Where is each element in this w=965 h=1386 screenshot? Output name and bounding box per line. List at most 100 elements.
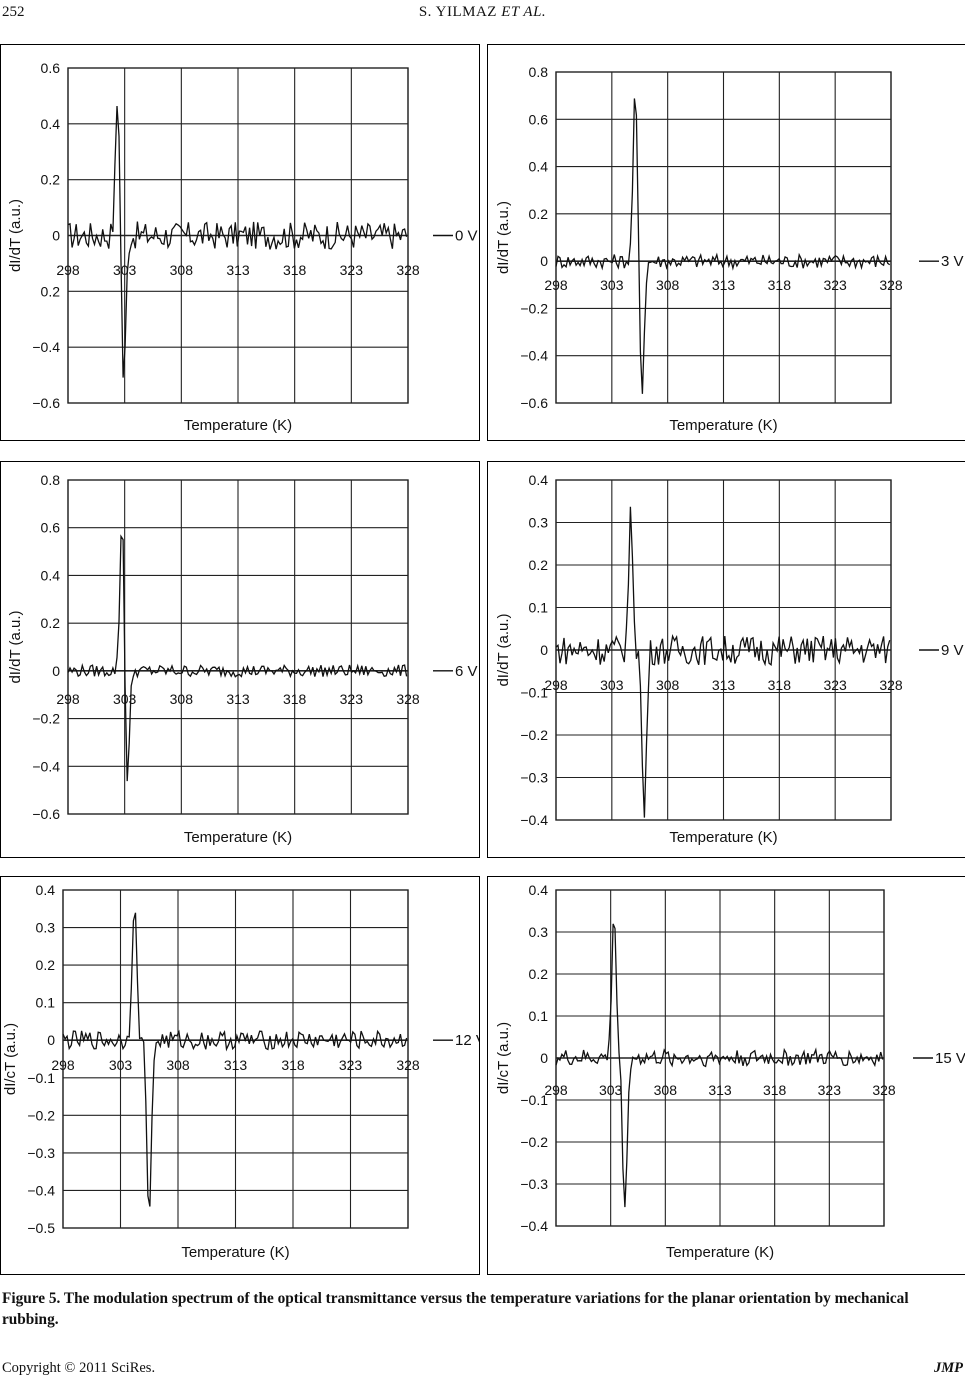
- y-tick-label: −0.6: [520, 395, 548, 411]
- y-tick-label: 0.4: [529, 882, 549, 898]
- x-tick-label: 313: [712, 277, 736, 293]
- x-tick-label: 328: [879, 277, 903, 293]
- series-line: [67, 534, 408, 782]
- running-head: S. YILMAZ ET AL.: [0, 4, 965, 21]
- figure-caption-label: Figure 5.: [2, 1290, 61, 1307]
- x-axis-title: Temperature (K): [669, 829, 777, 846]
- chart-svg: 0.4 0.3 0.2 0.1 0 −0.1 −0.2 −0.3 −0.4 298 303 308 31…: [495, 472, 964, 846]
- figure-caption-text: The modulation spectrum of the optical t…: [2, 1290, 909, 1328]
- x-tick-label: 323: [818, 1082, 842, 1098]
- y-tick-label: −0.1: [520, 1092, 548, 1108]
- x-tick-label: 313: [224, 1057, 248, 1073]
- y-tick-label: −0.2: [520, 727, 548, 743]
- y-tick-label: 0.2: [41, 283, 61, 299]
- y-tick-label: 0.4: [41, 567, 61, 583]
- y-tick-label: 0.6: [529, 111, 549, 127]
- x-tick-label: 308: [656, 677, 680, 693]
- y-tick-label: −0.4: [520, 1218, 548, 1234]
- y-tick-label: 0.4: [529, 159, 549, 175]
- x-axis-title: Temperature (K): [181, 1244, 289, 1261]
- x-tick-label: 303: [599, 1082, 623, 1098]
- y-tick-label: −0.4: [520, 812, 548, 828]
- y-axis-title: dI/dT (a.u.): [495, 201, 512, 274]
- y-tick-label: 0: [52, 228, 60, 244]
- x-tick-label: 298: [56, 691, 80, 707]
- y-tick-label: 0.1: [529, 1008, 549, 1024]
- y-tick-label: 0.4: [529, 472, 549, 488]
- y-axis-title: dI/cT (a.u.): [2, 1023, 19, 1095]
- legend-label: 3 V: [941, 253, 964, 270]
- x-tick-label: 323: [823, 677, 847, 693]
- x-tick-label: 323: [340, 262, 364, 278]
- running-head-authors: S. YILMAZ: [418, 4, 497, 20]
- y-tick-label: 0.2: [36, 957, 56, 973]
- x-tick-label: 318: [281, 1057, 305, 1073]
- x-tick-label: 328: [872, 1082, 896, 1098]
- y-tick-label: 0.2: [41, 615, 61, 631]
- x-tick-label: 313: [226, 262, 250, 278]
- figure-caption: Figure 5. The modulation spectrum of the…: [2, 1288, 964, 1330]
- y-tick-label: 0.6: [41, 520, 61, 536]
- page-number: 252: [2, 4, 25, 20]
- y-tick-label: 0: [47, 1032, 55, 1048]
- y-tick-label: 0.3: [529, 924, 549, 940]
- y-tick-label: −0.1: [520, 685, 548, 701]
- chart-panel-9v: 0.4 0.3 0.2 0.1 0 −0.1 −0.2 −0.3 −0.4 298 303 308 31…: [487, 461, 965, 858]
- y-tick-label: −0.3: [27, 1145, 55, 1161]
- x-axis-title: Temperature (K): [184, 417, 292, 434]
- y-tick-label: 0.2: [529, 557, 549, 573]
- legend-label: 6 V: [455, 663, 478, 680]
- series-line: [62, 912, 408, 1207]
- x-tick-label: 308: [166, 1057, 190, 1073]
- y-tick-label: 0.4: [41, 116, 61, 132]
- x-tick-label: 323: [340, 691, 364, 707]
- series-line: [555, 506, 891, 818]
- x-tick-label: 303: [109, 1057, 133, 1073]
- x-tick-label: 318: [768, 277, 792, 293]
- chart-svg: 0.8 0.6 0.4 0.2 0 −0.2 −0.4 −0.6 298 303 308 313 318…: [495, 64, 964, 434]
- y-tick-label: −0.4: [32, 339, 60, 355]
- x-tick-label: 308: [170, 691, 194, 707]
- x-tick-label: 308: [656, 277, 680, 293]
- chart-svg: 0.4 0.3 0.2 0.1 0 −0.1 −0.2 −0.3 −0.4 298 303 308 31…: [495, 882, 965, 1261]
- y-tick-label: −0.1: [27, 1070, 55, 1086]
- x-tick-label: 298: [544, 677, 568, 693]
- legend-label: 9 V: [941, 642, 964, 659]
- chart-panel-12v: 0.4 0.3 0.2 0.1 0 −0.1 −0.2 −0.3 −0.4 −0.5 298 303 3…: [0, 876, 480, 1275]
- y-axis-title: dI/cT (a.u.): [495, 1022, 512, 1094]
- y-tick-label: 0.2: [529, 206, 549, 222]
- x-tick-label: 328: [396, 691, 420, 707]
- x-tick-label: 303: [113, 262, 137, 278]
- x-tick-label: 328: [879, 677, 903, 693]
- y-tick-label: −0.2: [27, 1107, 55, 1123]
- y-tick-label: −0.4: [27, 1182, 55, 1198]
- chart-panel-3v: 0.8 0.6 0.4 0.2 0 −0.2 −0.4 −0.6 298 303 308 313 318…: [487, 44, 965, 441]
- y-tick-label: 0.2: [529, 966, 549, 982]
- x-tick-label: 318: [763, 1082, 787, 1098]
- running-head-etal: ET AL.: [501, 4, 547, 20]
- chart-svg: 0.4 0.3 0.2 0.1 0 −0.1 −0.2 −0.3 −0.4 −0.5 298 303 3…: [2, 882, 479, 1261]
- x-tick-label: 313: [712, 677, 736, 693]
- x-tick-label: 313: [708, 1082, 732, 1098]
- x-tick-label: 298: [544, 277, 568, 293]
- y-tick-label: 0.3: [529, 515, 549, 531]
- x-tick-label: 318: [768, 677, 792, 693]
- y-tick-label: 0.8: [529, 64, 549, 80]
- y-tick-label: 0.1: [529, 600, 549, 616]
- x-axis-title: Temperature (K): [666, 1244, 774, 1261]
- y-tick-label: −0.4: [520, 348, 548, 364]
- y-tick-label: 0: [540, 1050, 548, 1066]
- y-tick-label: −0.6: [32, 806, 60, 822]
- y-tick-label: 0.8: [41, 472, 61, 488]
- chart-panel-0v: 0.6 0.4 0.2 0 0.2 −0.4 −0.6 298 303 308 313 318 323 3…: [0, 44, 480, 441]
- y-tick-label: −0.4: [32, 758, 60, 774]
- x-tick-label: 303: [600, 277, 624, 293]
- y-tick-label: −0.2: [32, 711, 60, 727]
- y-tick-label: −0.2: [520, 300, 548, 316]
- legend-label: 12 V: [455, 1032, 479, 1049]
- chart-svg: 0.6 0.4 0.2 0 0.2 −0.4 −0.6 298 303 308 313 318 323 3…: [7, 60, 478, 434]
- x-tick-label: 318: [283, 691, 307, 707]
- x-axis-title: Temperature (K): [669, 417, 777, 434]
- x-tick-label: 298: [544, 1082, 568, 1098]
- y-tick-label: 0.6: [41, 60, 61, 76]
